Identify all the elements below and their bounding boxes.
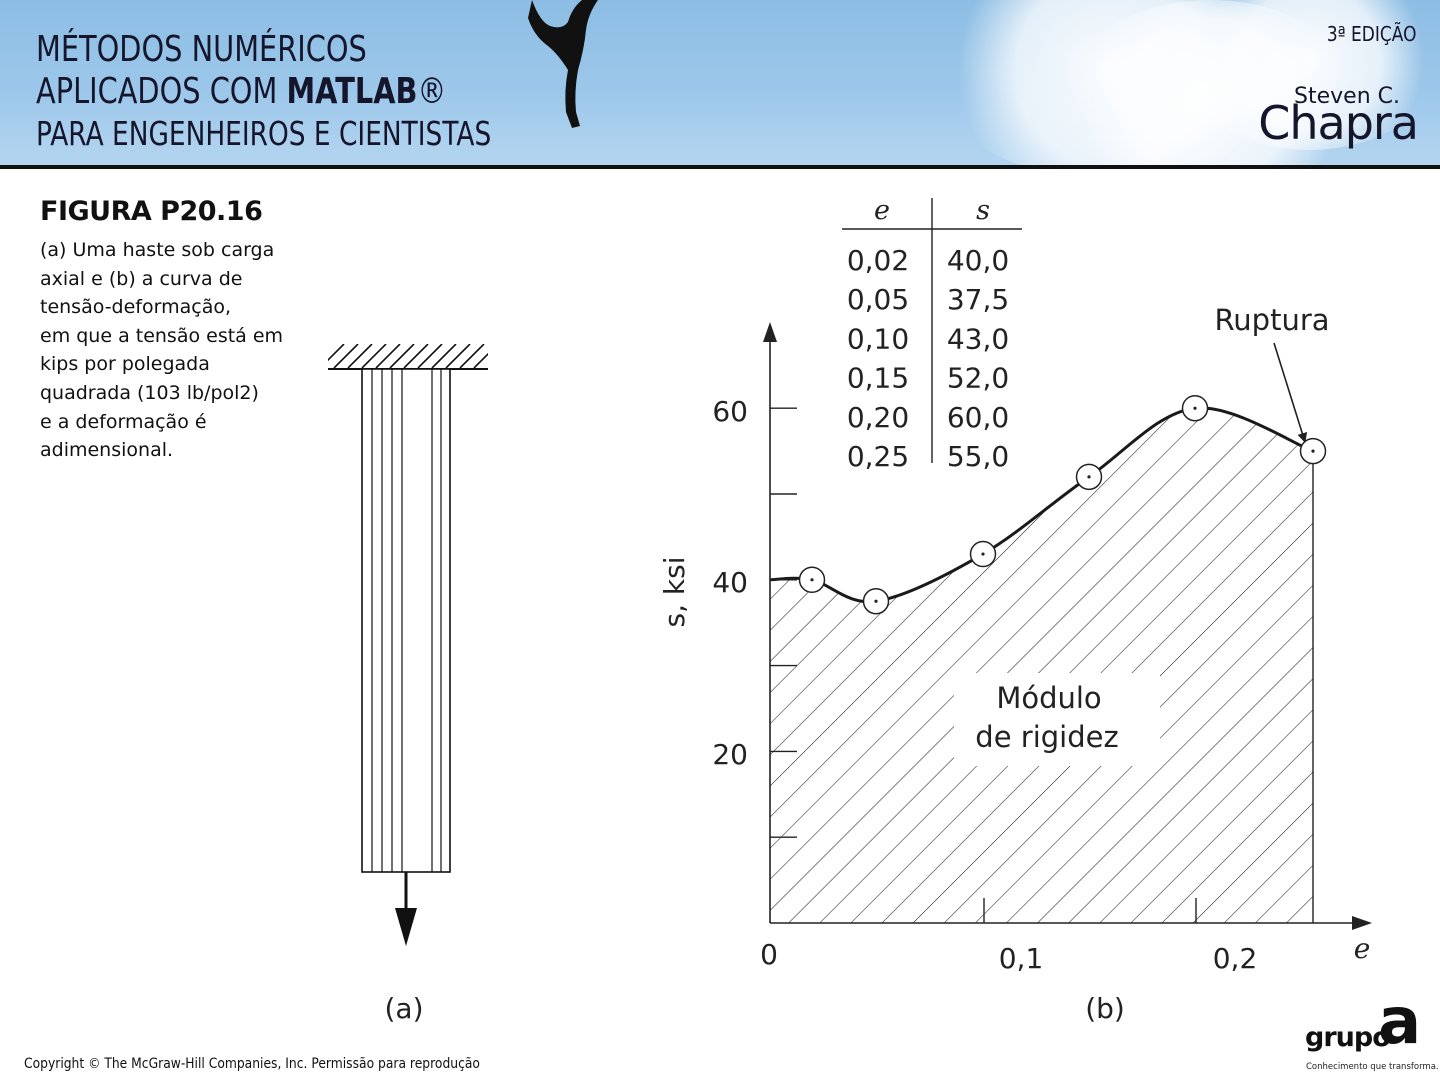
table-cell-e: 0,15 bbox=[847, 362, 909, 395]
x-axis-label: e bbox=[1354, 932, 1371, 965]
data-point-center bbox=[1311, 449, 1315, 453]
annotation-ruptura: Ruptura bbox=[1214, 303, 1329, 337]
caption-line: kips por polegada bbox=[40, 353, 210, 376]
table-header-s: s bbox=[976, 195, 990, 226]
caption-line: axial e (b) a curva de bbox=[40, 267, 243, 290]
header-banner: MÉTODOS NUMÉRICOS APLICADOS COM MATLAB® … bbox=[0, 0, 1440, 165]
edition-label: 3ª EDIÇÃO bbox=[1326, 22, 1416, 46]
book-title-line-3: PARA ENGENHEIROS E CIENTISTAS bbox=[36, 114, 492, 153]
y-tick-label-60: 60 bbox=[712, 395, 748, 428]
data-point-center bbox=[874, 599, 878, 603]
book-title-line-2: APLICADOS COM MATLAB® bbox=[36, 72, 446, 112]
x-tick-label-0: 0 bbox=[760, 938, 778, 971]
table-cell-s: 43,0 bbox=[947, 322, 1009, 355]
data-point-center bbox=[1193, 406, 1197, 410]
ruptura-pointer-arrow bbox=[1273, 342, 1308, 443]
load-arrow-icon bbox=[395, 908, 417, 946]
table-cell-s: 40,0 bbox=[947, 244, 1009, 277]
table-cell-e: 0,10 bbox=[847, 322, 909, 355]
annotation-background bbox=[954, 673, 1160, 766]
y-axis-label: s, ksi bbox=[658, 557, 691, 628]
caption-line: (a) Uma haste sob carga bbox=[40, 239, 275, 261]
table-header-e: e bbox=[874, 195, 890, 226]
publisher-logo-letter: a bbox=[1378, 985, 1422, 1059]
data-point-center bbox=[1087, 475, 1091, 479]
publisher-tagline: Conhecimento que transforma. bbox=[1306, 1062, 1439, 1072]
table-cell-s: 37,5 bbox=[947, 283, 1009, 316]
data-point-center bbox=[981, 552, 985, 556]
data-points bbox=[798, 394, 1327, 615]
caption-line: quadrada (103 lb/pol2) bbox=[40, 381, 259, 404]
annotation-modulo-line-1: Módulo bbox=[996, 681, 1101, 715]
rod bbox=[361, 368, 451, 873]
table-cell-s: 52,0 bbox=[947, 362, 1009, 395]
figure-label: FIGURA P20.16 bbox=[40, 196, 263, 227]
table-cell-e: 0,20 bbox=[847, 401, 909, 434]
stress-strain-chart: 20 40 60 0 0,1 0,2 e s, ksi Ruptura Módu… bbox=[658, 303, 1372, 1025]
y-axis-ticks bbox=[770, 407, 797, 838]
panel-a-label: (a) bbox=[384, 992, 423, 1025]
cloud-decoration bbox=[1180, 0, 1440, 150]
table-rows: 0,02 40,0 0,05 37,5 0,10 43,0 0,15 52,0 0,20 60,0… bbox=[847, 244, 1009, 473]
table-cell-e: 0,02 bbox=[847, 244, 909, 277]
book-title-line-1: MÉTODOS NUMÉRICOS bbox=[36, 29, 367, 70]
x-tick-label-0-1: 0,1 bbox=[999, 942, 1044, 975]
annotation-modulo-line-2: de rigidez bbox=[975, 720, 1118, 754]
book-title-line-2-prefix: APLICADOS COM bbox=[36, 71, 287, 112]
data-table: e s 0,02 40,0 0,05 37,5 0,10 43,0 0,15 52,0 0,20… bbox=[842, 195, 1022, 473]
area-under-curve-hatch bbox=[770, 407, 1313, 923]
table-cell-e: 0,25 bbox=[847, 440, 909, 473]
data-point-center bbox=[810, 578, 814, 582]
wall-hatching bbox=[328, 344, 488, 368]
author-first-name: Steven C. bbox=[1294, 84, 1400, 109]
table-cell-e: 0,05 bbox=[847, 283, 909, 316]
x-axis-arrow-icon bbox=[1352, 916, 1372, 930]
caption-line: adimensional. bbox=[40, 439, 174, 462]
registered-mark: ® bbox=[417, 71, 447, 112]
panel-a-rod-diagram: (a) bbox=[328, 344, 488, 1025]
panel-b-label: (b) bbox=[1085, 992, 1125, 1025]
table-cell-s: 55,0 bbox=[947, 440, 1009, 473]
y-axis-arrow-icon bbox=[763, 322, 777, 342]
caption-line: tensão-deformação, bbox=[40, 296, 232, 319]
x-tick-label-0-2: 0,2 bbox=[1213, 942, 1258, 975]
caption-line: e a deformação é bbox=[40, 410, 207, 433]
table-cell-s: 60,0 bbox=[947, 401, 1009, 434]
y-tick-label-20: 20 bbox=[712, 738, 748, 771]
author-last-name: Chapra bbox=[1258, 96, 1419, 150]
jumper-silhouette-icon bbox=[528, 0, 598, 128]
caption-line: em que a tensão está em bbox=[40, 324, 284, 347]
y-tick-label-40: 40 bbox=[712, 566, 748, 599]
figure-caption: (a) Uma haste sob carga axial e (b) a cu… bbox=[40, 236, 305, 465]
x-axis-ticks bbox=[983, 898, 1197, 923]
publisher-logo-word: grupo bbox=[1305, 1022, 1391, 1053]
rod-stripes bbox=[371, 369, 442, 872]
copyright-notice: Copyright © The McGraw-Hill Companies, I… bbox=[24, 1056, 480, 1072]
book-title-matlab: MATLAB bbox=[286, 71, 418, 112]
banner-divider bbox=[0, 165, 1440, 169]
